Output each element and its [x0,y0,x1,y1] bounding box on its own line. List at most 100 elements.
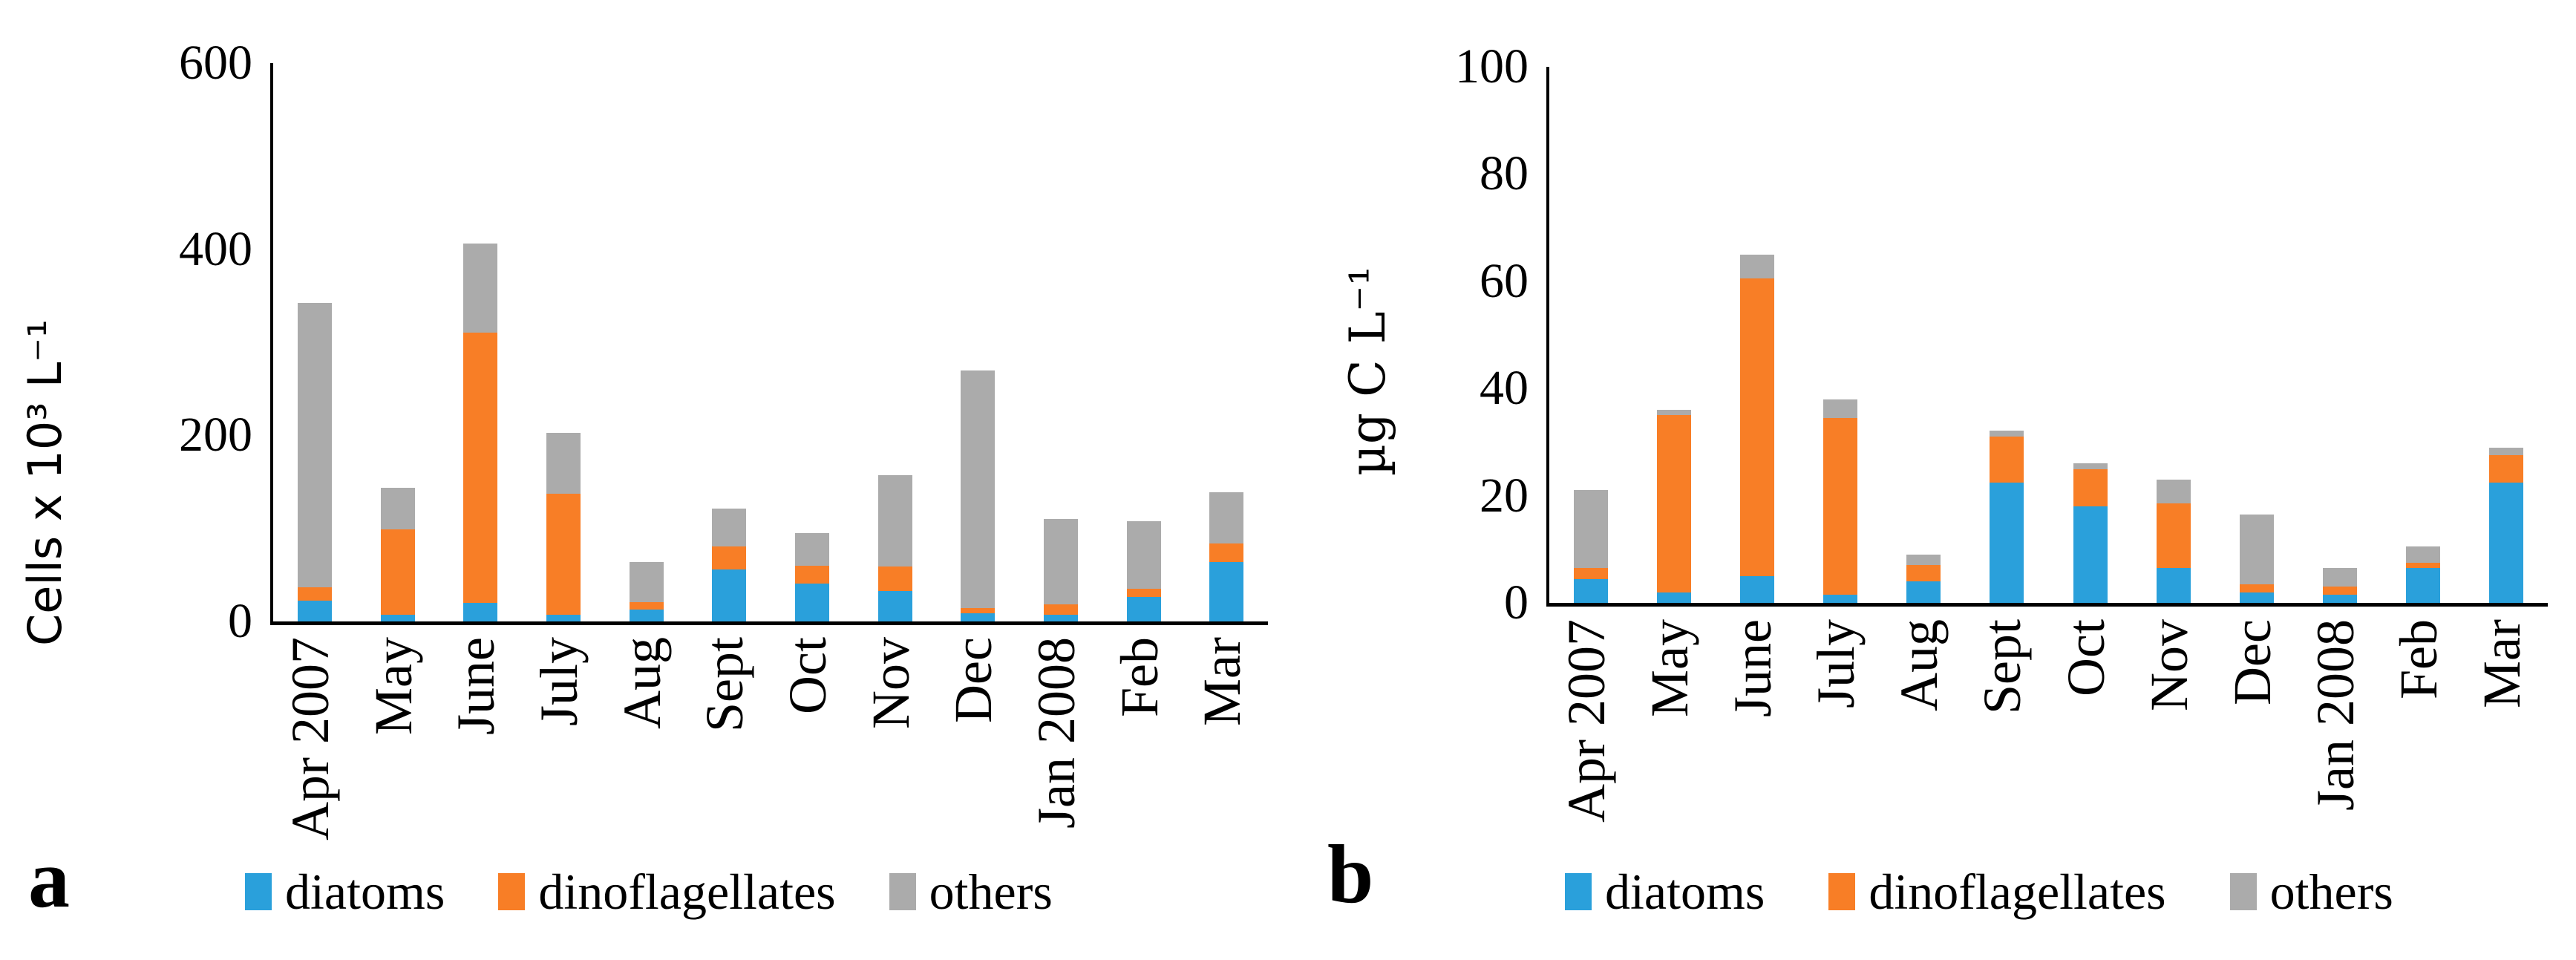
bar-segment-dinoflagellates [794,565,829,584]
bar-segment-dinoflagellates [2156,503,2191,569]
bar-segment-diatoms [961,613,996,621]
bar-segment-diatoms [1740,575,1775,603]
bar-segment-diatoms [2322,595,2357,603]
stacked-bar-b-mar [2488,447,2523,603]
bar-segment-dinoflagellates [1823,417,1858,595]
bar-segment-others [380,487,415,529]
bar-segment-others [2156,479,2191,504]
bar-segment-diatoms [1906,581,1941,603]
bar-segment-diatoms [629,609,664,621]
stacked-bar-b-apr-2007 [1574,490,1609,603]
bar-segment-diatoms [1823,595,1858,603]
legend-label-dinoflagellates: dinoflagellates [538,863,836,920]
bar-segment-diatoms [1043,615,1078,621]
bar-segment-others [629,561,664,602]
bar-segment-diatoms [1574,578,1609,603]
x-category-label-mar: Mar [1192,637,1252,726]
y-tick-label-400: 400 [179,221,252,276]
bar-segment-dinoflagellates [1906,565,1941,582]
bar-segment-dinoflagellates [1574,568,1609,579]
bar-segment-others [1990,430,2024,437]
legend-swatch-diatoms [245,873,272,910]
bar-segment-diatoms [546,615,581,621]
panel-b-plot-area [1546,67,2548,607]
bar-segment-dinoflagellates [961,608,996,613]
stacked-bar-b-june [1740,254,1775,603]
bar-segment-others [2488,447,2523,456]
stacked-bar-a-apr-2007 [297,303,332,621]
bar-segment-diatoms [297,601,332,621]
legend-item-diatoms: diatoms [245,865,445,918]
stacked-bar-a-dec [961,370,996,621]
bar-segment-dinoflagellates [1990,437,2024,483]
bar-segment-diatoms [2488,482,2523,603]
bar-segment-others [2405,546,2440,563]
bar-segment-dinoflagellates [2322,587,2357,595]
bar-segment-dinoflagellates [380,529,415,615]
bar-segment-others [1823,399,1858,418]
stacked-bar-a-feb [1126,520,1161,621]
stacked-bar-b-aug [1906,555,1941,603]
bar-segment-dinoflagellates [297,587,332,601]
bar-segment-others [297,303,332,587]
bar-segment-others [877,475,912,567]
bar-segment-diatoms [712,569,747,621]
bar-segment-others [1574,490,1609,569]
bar-segment-diatoms [380,615,415,621]
bar-segment-dinoflagellates [1126,589,1161,598]
bar-segment-others [1043,519,1078,605]
bar-segment-others [463,244,498,333]
stacked-bar-b-sept [1990,430,2024,603]
bar-segment-dinoflagellates [1740,278,1775,576]
bar-segment-dinoflagellates [463,333,498,603]
bar-segment-others [546,432,581,494]
legend-item-diatoms: diatoms [1565,865,1765,918]
stacked-bar-b-july [1823,399,1858,603]
x-category-label-mar: Mar [2471,619,2531,708]
bar-segment-dinoflagellates [877,566,912,591]
bar-segment-dinoflagellates [1043,604,1078,615]
bar-segment-others [1126,520,1161,590]
legend-label-diatoms: diatoms [1605,863,1765,920]
bar-segment-dinoflagellates [2488,455,2523,483]
bar-segment-dinoflagellates [629,601,664,610]
bar-segment-dinoflagellates [2239,584,2274,592]
stacked-bar-a-oct [794,532,829,621]
panel-a-letter: a [28,833,70,925]
bar-segment-others [961,370,996,609]
legend-swatch-others [889,873,916,910]
bar-segment-diatoms [1209,561,1244,621]
y-tick-label-60: 60 [1480,253,1529,308]
bar-segment-dinoflagellates [2073,468,2108,507]
stacked-bar-b-dec [2239,514,2274,603]
x-category-label-feb: Feb [2388,619,2448,699]
legend-item-others: others [2229,863,2393,920]
bar-segment-diatoms [1126,597,1161,621]
legend-label-diatoms: diatoms [285,863,445,920]
bar-segment-dinoflagellates [546,494,581,615]
bar-segment-others [2239,514,2274,584]
y-tick-label-40: 40 [1480,361,1529,416]
stacked-bar-b-jan-2008 [2322,568,2357,603]
stacked-bar-b-may [1657,410,1692,603]
bar-segment-dinoflagellates [712,546,747,569]
stacked-bar-b-feb [2405,546,2440,603]
panel-a-plot-area [270,63,1268,625]
legend-swatch-others [2229,873,2257,910]
y-tick-label-0: 0 [1504,575,1529,630]
panel-b-legend: diatoms dinoflagellates others [1565,865,2393,918]
bar-segment-diatoms [2405,568,2440,603]
bar-segment-diatoms [1657,592,1692,603]
stacked-bar-a-nov [877,475,912,621]
y-tick-label-600: 600 [179,36,252,90]
bar-segment-others [1657,410,1692,416]
legend-label-others: others [929,863,1053,920]
bar-segment-others [1740,254,1775,279]
stacked-bar-a-sept [712,509,747,621]
legend-item-dinoflagellates: dinoflagellates [1828,865,2166,918]
legend-item-dinoflagellates: dinoflagellates [498,863,836,920]
bar-segment-dinoflagellates [2405,562,2440,569]
stacked-bar-a-mar [1209,492,1244,621]
legend-label-others: others [2269,863,2393,920]
